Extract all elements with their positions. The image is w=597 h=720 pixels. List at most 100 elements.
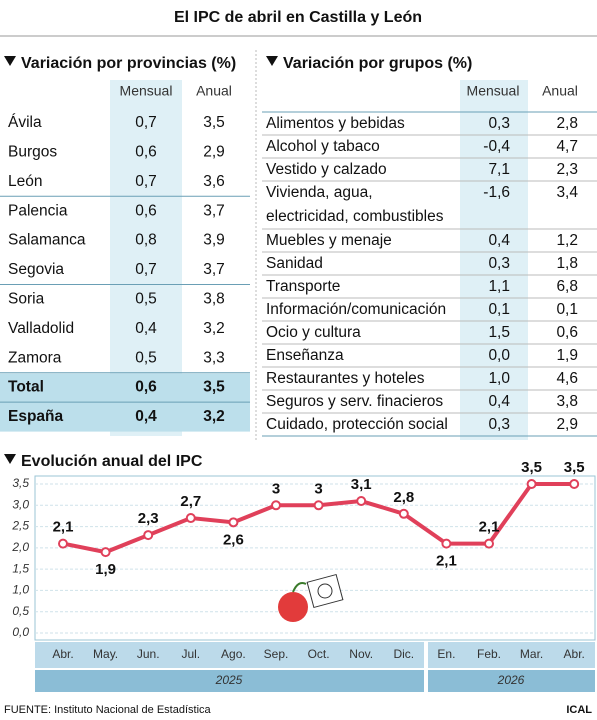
row-label: Muebles y menaje	[266, 232, 392, 249]
groups-heading: Variación por grupos (%)	[283, 55, 472, 72]
sign	[306, 573, 344, 609]
point	[100, 547, 111, 558]
cell: 0,7	[135, 114, 157, 131]
y-tick-label: 2,5	[11, 519, 29, 533]
y-tick-label: 0,0	[12, 625, 29, 639]
cell: 1,9	[556, 347, 578, 364]
cell: 0,7	[135, 261, 157, 278]
column-header: Anual	[542, 83, 578, 99]
x-tick-label: Mar.	[520, 647, 543, 661]
data-label: 1,9	[95, 561, 116, 578]
cell: 0,0	[488, 347, 510, 364]
cell: 1,5	[488, 324, 510, 341]
point	[356, 496, 367, 507]
row-label: Restaurantes y hoteles	[266, 370, 425, 387]
category-band	[428, 642, 595, 668]
cell: 2,3	[556, 161, 578, 178]
point	[271, 500, 281, 511]
cell: 3,7	[203, 202, 225, 219]
cell: 3,7	[203, 261, 225, 278]
cell: 0,3	[488, 115, 510, 132]
cell: 3,2	[203, 408, 225, 425]
row-label: Vivienda, agua,	[266, 184, 373, 201]
cell: -0,4	[483, 138, 510, 155]
cell: 3,8	[203, 290, 225, 307]
row-label: Palencia	[8, 202, 68, 219]
cell: 1,1	[488, 278, 510, 295]
cell: 4,6	[556, 370, 578, 387]
x-tick-label: Jun.	[137, 647, 160, 661]
source: FUENTE: Instituto Nacional de Estadístic…	[4, 704, 212, 716]
x-tick-label: Abr.	[52, 647, 73, 661]
data-label: 2,1	[436, 553, 457, 570]
y-tick-label: 2,0	[11, 540, 29, 554]
row-label: Burgos	[8, 143, 57, 160]
cell: 0,4	[135, 408, 157, 425]
row-label: Cuidado, protección social	[266, 416, 448, 433]
data-label: 3	[314, 480, 322, 497]
x-tick-label: En.	[437, 647, 455, 661]
x-tick-label: Sep.	[264, 647, 289, 661]
row-label: Zamora	[8, 349, 62, 366]
row-label: Transporte	[266, 278, 340, 295]
leaf	[292, 582, 307, 593]
data-label: 2,1	[53, 519, 74, 536]
cell: 3,5	[203, 379, 225, 396]
data-label: 3,5	[564, 459, 585, 476]
column-header: Anual	[196, 83, 232, 99]
row-label: Valladolid	[8, 320, 74, 337]
cell: 4,7	[556, 138, 578, 155]
triangle	[4, 454, 16, 464]
cell: 0,6	[135, 143, 157, 160]
cell: 0,1	[556, 301, 578, 318]
cell: 2,9	[203, 143, 225, 160]
point	[58, 538, 68, 549]
x-tick-label: Ago.	[221, 647, 246, 661]
point	[228, 517, 239, 528]
triangle	[266, 56, 278, 66]
row-label: Seguros y serv. finacieros	[266, 393, 443, 410]
point	[398, 508, 409, 519]
row-label: Segovia	[8, 261, 64, 278]
row-label: Salamanca	[8, 232, 86, 249]
cell: 0,6	[556, 324, 578, 341]
row-label: Enseñanza	[266, 347, 344, 364]
cell: 3,8	[556, 393, 578, 410]
y-tick-label: 3,0	[12, 497, 29, 511]
y-tick-label: 0,5	[12, 604, 29, 618]
data-label: 2,8	[393, 489, 414, 506]
cell: 2,8	[556, 115, 578, 132]
x-tick-label: Dic.	[393, 647, 414, 661]
cell: 1,0	[488, 370, 510, 387]
category-band	[35, 642, 424, 668]
y-tick-label: 3,5	[12, 476, 29, 490]
point	[569, 479, 580, 489]
data-label: 2,3	[138, 510, 159, 527]
row-label: Sanidad	[266, 255, 323, 272]
sign-icon	[317, 583, 333, 599]
row-label: Información/comunicación	[266, 301, 446, 318]
x-tick-label: Nov.	[349, 647, 373, 661]
cell: 1,2	[556, 232, 578, 249]
apple	[278, 592, 308, 622]
year-band	[35, 670, 424, 692]
chart-title: Evolución anual del IPC	[21, 453, 203, 470]
cell: 0,4	[488, 232, 510, 249]
x-tick-label: Feb.	[477, 647, 501, 661]
row-label: Alimentos y bebidas	[266, 115, 405, 132]
cell: 6,8	[556, 278, 578, 295]
title: El IPC de abril en Castilla y León	[174, 9, 422, 26]
cell: 1,8	[556, 255, 578, 272]
x-tick-label: May.	[93, 647, 118, 661]
cell: 0,3	[488, 255, 510, 272]
cell: 3,9	[203, 232, 225, 249]
x-tick-label: Oct.	[308, 647, 330, 661]
cell: 0,5	[135, 349, 157, 366]
x-tick-label: Abr.	[564, 647, 585, 661]
row-label: León	[8, 173, 42, 190]
row-label: Alcohol y tabaco	[266, 138, 380, 155]
cell: 3,3	[203, 349, 225, 366]
point	[313, 500, 324, 511]
cell: 0,4	[135, 320, 157, 337]
